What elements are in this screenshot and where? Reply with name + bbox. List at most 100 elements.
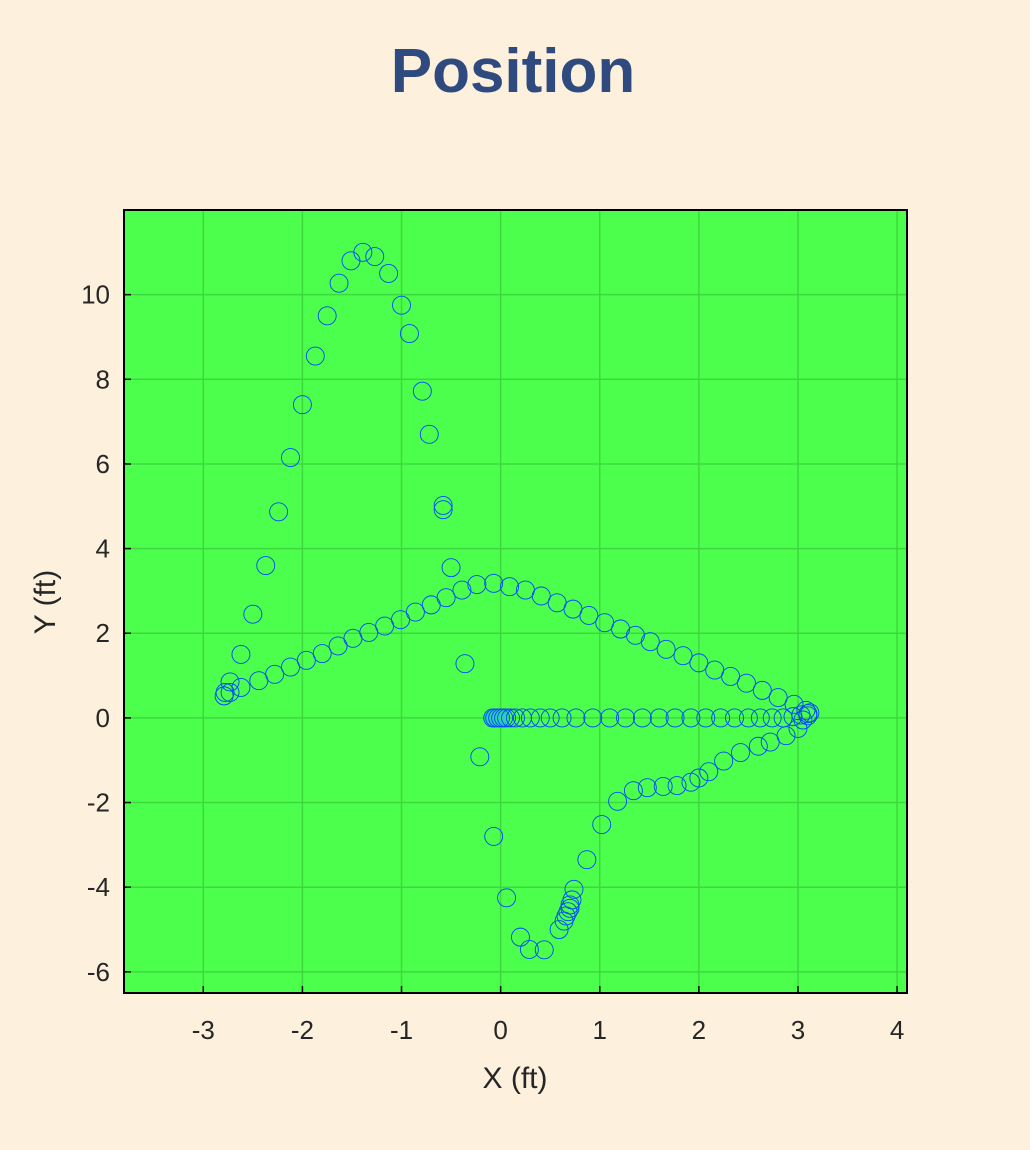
data-point xyxy=(467,575,487,595)
data-point xyxy=(530,708,550,728)
y-ticks: -6 -4 -2 0 2 4 6 8 10 xyxy=(81,280,131,987)
data-point xyxy=(762,708,782,728)
data-point xyxy=(577,850,597,870)
data-point xyxy=(220,683,240,702)
data-point xyxy=(566,708,586,728)
data-point xyxy=(506,708,525,728)
y-tick-label: -6 xyxy=(87,957,110,987)
data-point xyxy=(725,708,744,728)
data-point xyxy=(608,791,628,811)
data-point xyxy=(501,708,520,728)
data-point xyxy=(220,672,240,692)
y-tick-label: 8 xyxy=(96,364,110,394)
data-point xyxy=(520,708,540,728)
data-point xyxy=(433,495,453,515)
data-point xyxy=(436,588,456,608)
x-tick-label: -3 xyxy=(192,1015,215,1045)
data-point xyxy=(231,677,251,697)
data-point xyxy=(455,654,475,674)
y-tick-label: 0 xyxy=(96,703,110,733)
data-point xyxy=(653,777,673,796)
data-point xyxy=(484,826,504,846)
data-point xyxy=(667,776,687,796)
data-point xyxy=(696,708,716,728)
data-point xyxy=(341,251,361,271)
data-point xyxy=(689,653,709,673)
data-point xyxy=(399,324,419,344)
data-point xyxy=(721,666,741,686)
data-point xyxy=(470,747,490,767)
data-point xyxy=(441,558,461,578)
data-point xyxy=(433,500,453,520)
data-point xyxy=(784,694,804,714)
data-point xyxy=(616,708,635,728)
data-point xyxy=(391,610,410,630)
data-point xyxy=(243,604,263,624)
data-point xyxy=(379,264,399,283)
y-tick-label: 6 xyxy=(96,449,110,479)
x-ticks: -3 -2 -1 0 1 2 3 4 xyxy=(192,986,904,1045)
data-point xyxy=(600,708,620,728)
data-point xyxy=(637,778,657,798)
y-axis-label: Y (ft) xyxy=(29,570,62,634)
data-point xyxy=(552,708,572,728)
grid xyxy=(124,210,907,993)
data-point xyxy=(623,781,643,801)
data-point xyxy=(452,580,472,600)
data-point xyxy=(549,920,569,939)
data-point xyxy=(269,502,289,522)
data-point xyxy=(768,688,788,708)
data-point xyxy=(484,573,504,593)
data-point xyxy=(738,708,758,728)
data-point xyxy=(296,650,316,670)
data-point xyxy=(531,586,551,606)
data-point xyxy=(540,708,560,728)
data-point xyxy=(673,646,693,666)
data-point xyxy=(632,708,652,728)
data-point xyxy=(752,680,772,700)
data-point xyxy=(564,879,584,899)
plot-area xyxy=(124,210,907,993)
data-point xyxy=(312,644,332,664)
data-points xyxy=(214,242,820,960)
data-point xyxy=(365,247,385,267)
data-point xyxy=(800,703,820,723)
data-point xyxy=(412,381,432,401)
data-point xyxy=(500,577,520,597)
data-point xyxy=(497,708,517,728)
data-point xyxy=(681,708,701,728)
data-point xyxy=(392,295,411,315)
data-point xyxy=(329,273,349,293)
data-point xyxy=(699,762,719,782)
x-axis-label: X (ft) xyxy=(483,1062,548,1095)
data-point xyxy=(788,719,808,738)
data-point xyxy=(750,708,770,728)
y-tick-label: 10 xyxy=(81,280,110,310)
data-point xyxy=(579,606,599,625)
x-tick-label: 1 xyxy=(593,1015,607,1045)
data-point xyxy=(665,708,685,728)
x-tick-label: 4 xyxy=(890,1015,904,1045)
data-point xyxy=(231,644,251,664)
data-point xyxy=(305,346,325,366)
data-point xyxy=(681,772,701,792)
data-point xyxy=(592,815,612,834)
data-point xyxy=(748,736,768,756)
data-point xyxy=(736,673,756,693)
data-point xyxy=(558,902,578,922)
data-point xyxy=(714,751,734,771)
data-point xyxy=(796,700,816,720)
data-point xyxy=(519,939,539,959)
data-point xyxy=(511,927,530,947)
data-point xyxy=(656,639,676,659)
x-tick-label: -2 xyxy=(291,1015,314,1045)
y-tick-label: 2 xyxy=(96,618,110,648)
data-point xyxy=(497,888,517,908)
data-point xyxy=(214,686,234,706)
data-point xyxy=(711,708,731,728)
data-point xyxy=(649,708,669,728)
y-tick-label: 4 xyxy=(96,534,110,564)
data-point xyxy=(760,732,780,752)
plot-frame xyxy=(123,209,908,994)
